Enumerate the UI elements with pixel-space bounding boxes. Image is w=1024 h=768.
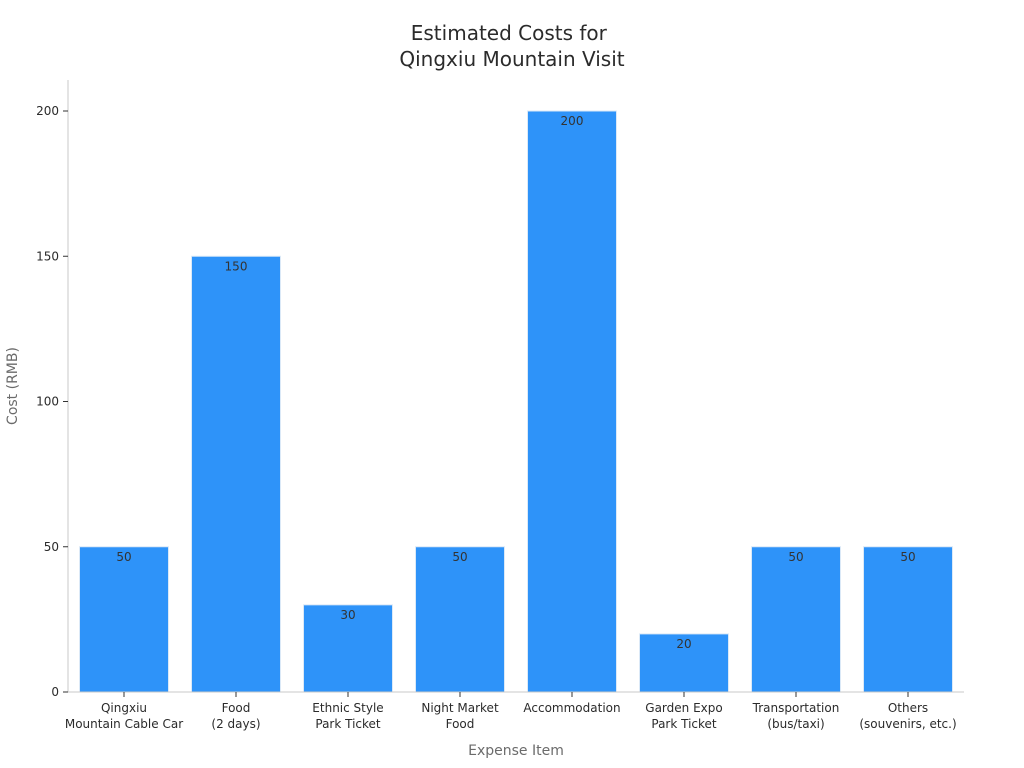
x-tick-label-4-line-0: Accommodation (523, 701, 620, 715)
x-tick-label-3-line-0: Night Market (421, 701, 499, 715)
y-tick-label-2: 100 (36, 395, 59, 409)
x-tick-label-7-line-0: Others (888, 701, 928, 715)
y-axis-title: Cost (RMB) (5, 347, 21, 425)
x-tick-label-6-line-1: (bus/taxi) (767, 717, 824, 731)
bar-2 (303, 604, 393, 693)
bar-6 (751, 546, 841, 693)
y-tick-label-4: 200 (36, 104, 59, 118)
x-axis-title: Expense Item (468, 743, 564, 759)
data-label-5: 20 (676, 637, 691, 651)
data-label-7: 50 (900, 550, 915, 564)
x-tick-label-7-line-1: (souvenirs, etc.) (859, 717, 956, 731)
x-tick-label-2-line-1: Park Ticket (315, 717, 381, 731)
x-tick-label-0-line-0: Qingxiu (101, 701, 147, 715)
x-tick-label-3-line-1: Food (446, 717, 475, 731)
y-tick-label-3: 150 (36, 249, 59, 263)
data-label-2: 30 (340, 608, 355, 622)
bar-3 (415, 546, 505, 693)
bar-4 (527, 110, 617, 693)
bar-1 (191, 255, 281, 693)
chart-title-line-2: Qingxiu Mountain Visit (399, 47, 624, 71)
x-tick-label-1-line-0: Food (222, 701, 251, 715)
x-tick-label-4: Accommodation (523, 701, 620, 715)
chart-title-line-1: Estimated Costs for (411, 21, 608, 45)
data-label-6: 50 (788, 550, 803, 564)
data-label-1: 150 (225, 259, 248, 273)
data-labels-group: 50 150 30 50 200 20 50 50 (116, 114, 915, 651)
x-tick-label-0-line-1: Mountain Cable Car (65, 717, 183, 731)
x-tick-label-2-line-0: Ethnic Style (312, 701, 383, 715)
x-tick-label-6: Transportation (bus/taxi) (752, 701, 840, 731)
bar-0 (79, 546, 169, 693)
y-tick-label-1: 50 (44, 540, 59, 554)
x-tick-label-5: Garden Expo Park Ticket (645, 701, 722, 731)
x-tick-label-3: Night Market Food (421, 701, 499, 731)
data-label-3: 50 (452, 550, 467, 564)
x-tick-label-1-line-1: (2 days) (211, 717, 260, 731)
bars-group (79, 110, 953, 693)
data-label-0: 50 (116, 550, 131, 564)
bar-5 (639, 633, 729, 693)
x-tick-label-7: Others (souvenirs, etc.) (859, 701, 956, 731)
bar-7 (863, 546, 953, 693)
x-tick-label-0: Qingxiu Mountain Cable Car (65, 701, 183, 731)
x-axis-ticks: Qingxiu Mountain Cable Car Food (2 days) Eth… (65, 692, 957, 731)
chart-title: Estimated Costs for Qingxiu Mountain Vis… (399, 21, 624, 71)
x-tick-label-5-line-1: Park Ticket (651, 717, 717, 731)
x-tick-label-1: Food (2 days) (211, 701, 260, 731)
data-label-4: 200 (561, 114, 584, 128)
x-tick-label-6-line-0: Transportation (752, 701, 840, 715)
x-tick-label-5-line-0: Garden Expo (645, 701, 722, 715)
y-tick-label-0: 0 (51, 685, 59, 699)
x-tick-label-2: Ethnic Style Park Ticket (312, 701, 383, 731)
y-axis-ticks: 0 50 100 150 200 (36, 104, 68, 699)
